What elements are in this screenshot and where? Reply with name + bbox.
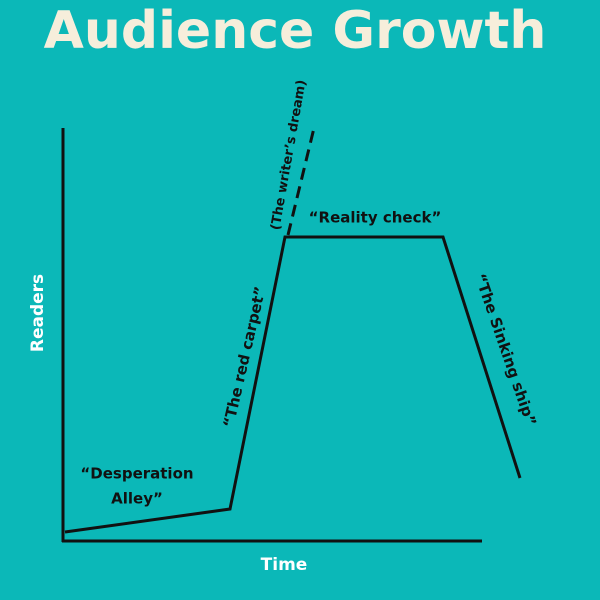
- y-axis-label: Readers: [28, 274, 48, 352]
- x-axis-label: Time: [261, 555, 308, 575]
- growth-curve: [64, 235, 522, 534]
- annotation: Alley”: [111, 490, 163, 508]
- title: Audience Growth: [44, 1, 547, 61]
- annotation: “Reality check”: [309, 209, 442, 227]
- annotation: “Desperation: [80, 465, 193, 483]
